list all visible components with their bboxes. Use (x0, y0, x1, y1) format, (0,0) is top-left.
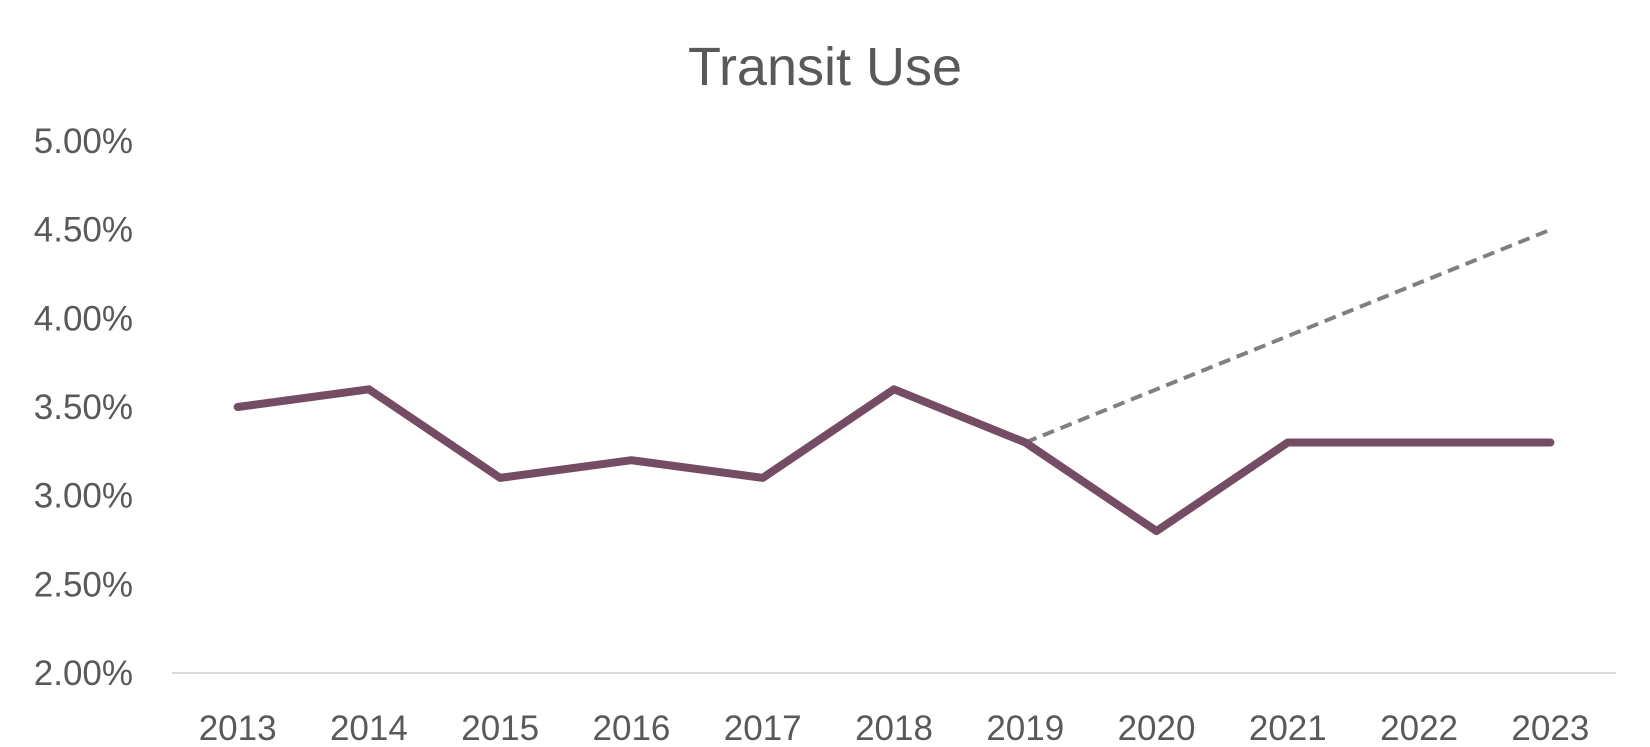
x-tick-label: 2019 (986, 709, 1064, 747)
y-tick-label: 2.50% (34, 565, 133, 604)
x-tick-label: 2020 (1118, 709, 1196, 747)
x-tick-label: 2021 (1249, 709, 1327, 747)
series-layer (233, 227, 1555, 536)
x-tick-label: 2013 (199, 709, 277, 747)
x-tick-label: 2018 (855, 709, 933, 747)
x-tick-label: 2017 (724, 709, 802, 747)
transit-use-line (233, 385, 1555, 536)
y-tick-label: 4.50% (34, 211, 133, 250)
x-tick-label: 2023 (1511, 709, 1589, 747)
y-axis-labels: 2.00% 2.50% 3.00% 3.50% 4.00% 4.50% 5.00% (34, 122, 133, 693)
x-axis-labels: 2013 2014 2015 2016 2017 2018 2019 2020 2021 2022… (199, 709, 1590, 747)
y-tick-label: 4.00% (34, 299, 133, 338)
projection-dashed-line (1024, 227, 1552, 445)
y-tick-label: 2.00% (34, 654, 133, 693)
y-tick-label: 5.00% (34, 122, 133, 161)
x-tick-label: 2015 (461, 709, 539, 747)
y-tick-label: 3.50% (34, 388, 133, 427)
x-tick-label: 2022 (1380, 709, 1458, 747)
chart-title: Transit Use (687, 37, 963, 97)
x-tick-label: 2014 (330, 709, 408, 747)
x-tick-label: 2016 (593, 709, 671, 747)
y-tick-label: 3.00% (34, 477, 133, 516)
